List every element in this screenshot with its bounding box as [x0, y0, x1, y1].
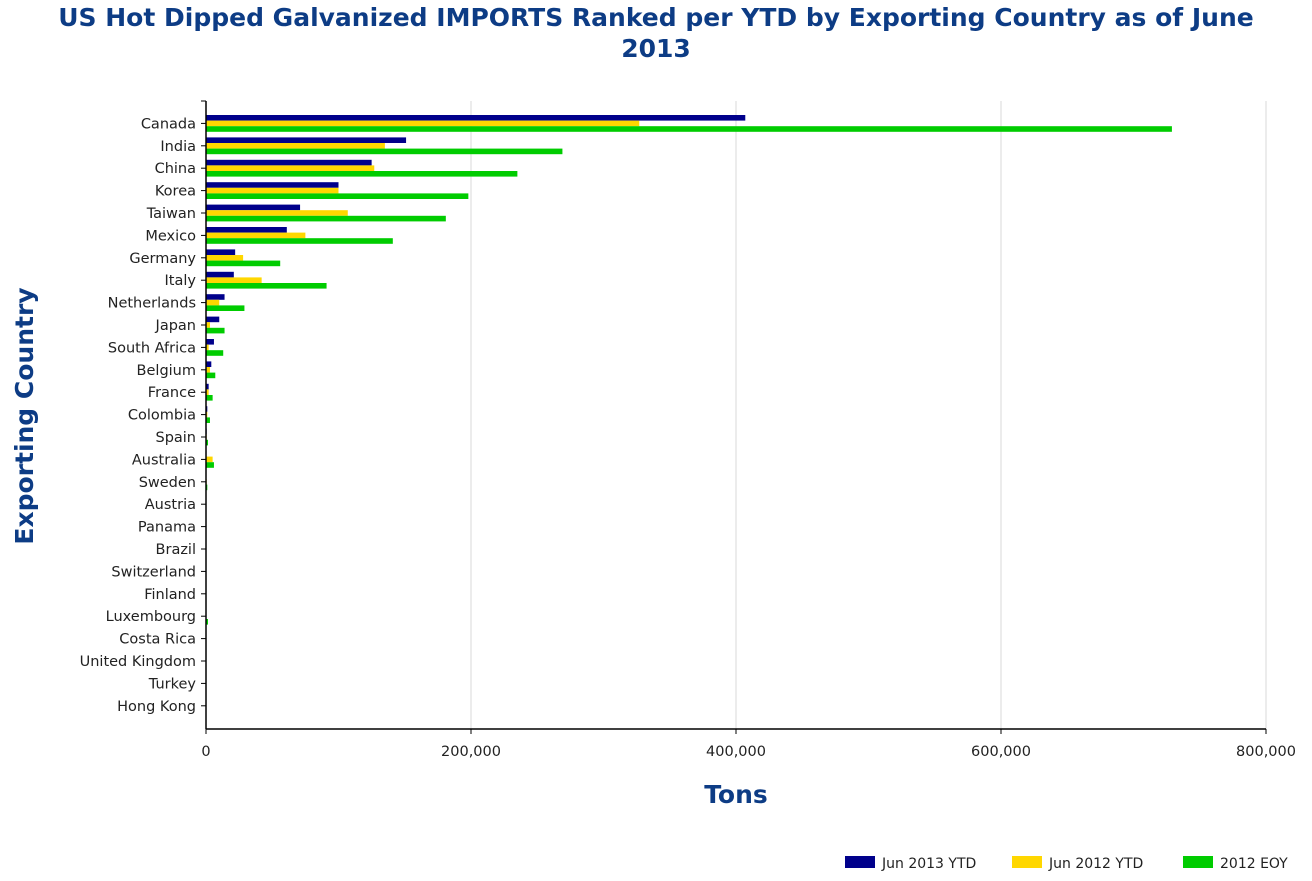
legend-swatch [845, 856, 875, 868]
bar-china-2 [206, 165, 375, 171]
y-tick-label: Italy [165, 273, 197, 289]
bar-canada-2 [206, 120, 640, 127]
x-tick-label: 0 [201, 744, 210, 760]
bar-mexico-2 [206, 232, 306, 239]
bar-luxembourg-3 [206, 619, 208, 625]
bar-netherlands-1 [206, 294, 225, 300]
y-tick-label: Canada [141, 116, 196, 132]
bar-germany-2 [206, 255, 244, 261]
y-tick-label: Belgium [137, 363, 196, 379]
y-tick-label: Switzerland [111, 564, 196, 580]
legend-swatch [1012, 856, 1042, 868]
x-tick-label: 200,000 [441, 744, 501, 760]
bar-australia-3 [206, 462, 214, 468]
bar-belgium-3 [206, 372, 216, 379]
bar-belgium-1 [206, 361, 212, 367]
chart-title: US Hot Dipped Galvanized IMPORTS Ranked … [0, 2, 1312, 64]
y-tick-label: Austria [145, 497, 196, 513]
bar-mexico-3 [206, 238, 393, 244]
x-tick-label: 600,000 [971, 744, 1031, 760]
bar-korea-1 [206, 182, 339, 188]
bar-france-1 [206, 383, 209, 390]
bar-korea-2 [206, 187, 339, 194]
chart-title-line-1: US Hot Dipped Galvanized IMPORTS Ranked … [58, 3, 1254, 32]
y-tick-label: Brazil [156, 542, 196, 558]
bar-canada-1 [206, 115, 746, 121]
bar-france-2 [206, 389, 209, 395]
y-tick-label: Sweden [139, 475, 196, 491]
y-axis-title: Exporting Country [10, 287, 39, 544]
y-tick-label: Japan [155, 318, 196, 334]
y-tick-label: Australia [132, 452, 196, 468]
y-tick-label: Korea [155, 184, 196, 200]
legend-label: 2012 EOY [1220, 856, 1288, 872]
bar-italy-3 [206, 283, 327, 289]
y-tick-label: China [155, 161, 196, 177]
bar-germany-3 [206, 260, 281, 267]
bar-china-1 [206, 159, 372, 166]
bar-japan-3 [206, 327, 225, 334]
bar-taiwan-2 [206, 210, 348, 216]
y-tick-labels: Canada India China Korea Taiwan Mexico Germany… [80, 116, 197, 714]
bar-south-africa-3 [206, 350, 224, 356]
y-tick-label: Germany [129, 251, 196, 267]
bar-india-2 [206, 143, 385, 149]
chart-title-line-2: 2013 [621, 34, 691, 63]
axes [201, 100, 1267, 734]
legend-label: Jun 2012 YTD [1048, 856, 1143, 872]
bar-south-africa-2 [206, 344, 209, 351]
bar-china-3 [206, 171, 518, 177]
y-tick-label: South Africa [108, 340, 196, 356]
legend-label: Jun 2013 YTD [881, 856, 976, 872]
y-tick-label: Mexico [145, 228, 196, 244]
bar-spain-3 [206, 439, 208, 446]
legend-swatch [1183, 856, 1213, 868]
bar-italy-2 [206, 277, 262, 283]
bar-south-africa-1 [206, 339, 214, 345]
bar-taiwan-3 [206, 215, 446, 222]
bar-colombia-3 [206, 417, 210, 423]
y-tick-label: France [148, 385, 196, 401]
x-tick-labels: 0 200,000 400,000 600,000 800,000 [201, 744, 1296, 760]
bar-france-3 [206, 395, 213, 401]
bar-germany-1 [206, 249, 236, 255]
legend: Jun 2013 YTD Jun 2012 YTD 2012 EOY [845, 856, 1288, 872]
bar-korea-3 [206, 193, 469, 199]
bar-india-3 [206, 148, 563, 155]
y-tick-label: Turkey [148, 676, 197, 692]
bar-japan-1 [206, 316, 220, 323]
y-tick-label: Hong Kong [117, 699, 196, 715]
x-tick-label: 800,000 [1236, 744, 1296, 760]
bar-netherlands-2 [206, 299, 220, 306]
bar-canada-3 [206, 126, 1172, 132]
y-tick-label: Panama [138, 520, 196, 536]
y-tick-label: Costa Rica [119, 632, 196, 648]
bar-india-1 [206, 137, 407, 143]
x-tick-label: 400,000 [706, 744, 766, 760]
bar-netherlands-3 [206, 305, 245, 311]
x-axis-title: Tons [704, 780, 768, 809]
bar-mexico-1 [206, 227, 287, 233]
y-tick-label: Finland [144, 587, 196, 603]
y-tick-label: Colombia [128, 408, 196, 424]
y-tick-label: United Kingdom [80, 654, 196, 670]
y-tick-label: India [160, 139, 196, 155]
y-tick-label: Spain [155, 430, 196, 446]
bar-japan-2 [206, 322, 210, 328]
y-tick-label: Netherlands [108, 296, 196, 312]
bars [206, 115, 1172, 715]
bar-italy-1 [206, 271, 234, 278]
bar-taiwan-1 [206, 204, 301, 211]
bar-belgium-2 [206, 367, 210, 373]
y-tick-label: Luxembourg [106, 609, 196, 625]
gridlines [470, 101, 1267, 729]
bar-australia-2 [206, 456, 213, 463]
y-tick-label: Taiwan [146, 206, 196, 222]
